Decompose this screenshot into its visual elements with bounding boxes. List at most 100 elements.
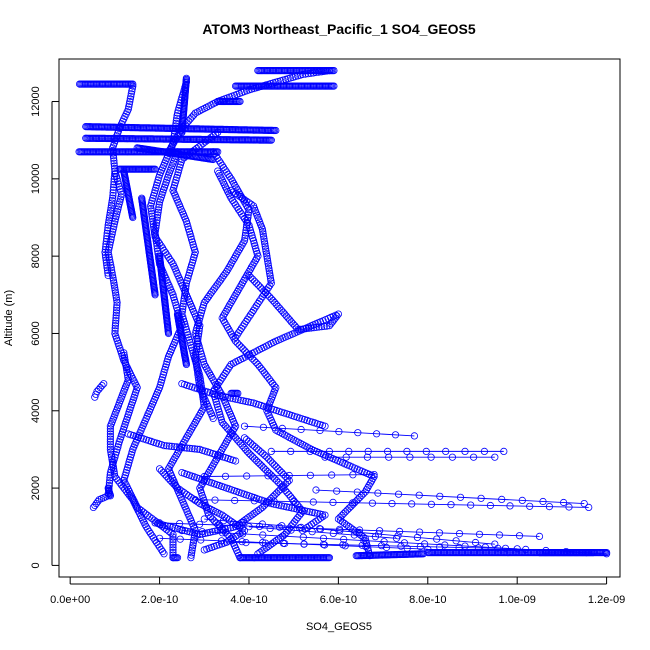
data-point [128,87,136,95]
data-point [281,310,289,318]
data-point [245,449,253,457]
data-point [486,501,494,510]
data-point [108,458,117,466]
data-point [243,315,252,323]
data-point [307,324,315,332]
data-point [126,95,134,103]
data-point [262,247,270,255]
data-point [192,355,200,363]
data-point [237,343,245,351]
data-point [188,235,196,243]
data-point [300,507,309,515]
data-point [189,256,197,264]
data-point [198,528,206,536]
data-point [240,443,248,452]
data-point [112,316,120,325]
data-point [179,302,187,310]
data-point [513,545,521,553]
data-point [245,208,253,216]
data-point [469,453,478,461]
x-tick-label: 6.0e-10 [320,594,357,606]
data-point [218,161,226,169]
data-point [169,533,177,541]
data-point [106,471,114,479]
data-point [221,422,230,430]
data-point [277,306,285,314]
data-point [153,216,161,224]
data-point [190,536,198,545]
data-point [539,497,547,506]
data-point [249,453,257,461]
data-point [433,535,441,543]
data-point [170,480,178,488]
data-point [212,398,220,406]
data-point [191,529,199,537]
data-point [359,490,367,498]
data-point [153,244,161,252]
data-point [263,291,272,299]
data-point [226,301,234,309]
data-point [261,242,269,250]
data-point [194,368,202,376]
data-point [151,186,159,194]
data-point [285,471,293,480]
data-point [151,291,159,299]
data-point [194,334,202,343]
data-point [211,457,219,466]
data-point [500,447,508,455]
data-point [341,508,350,516]
data-point [221,393,229,401]
data-point [200,403,208,411]
data-point [223,424,231,432]
data-point [169,546,177,554]
data-point [249,261,257,269]
data-point [256,283,264,291]
data-point [156,543,164,551]
data-point [113,301,121,309]
data-point [427,453,435,461]
data-point [196,322,204,330]
data-point [477,494,485,502]
data-point [442,447,450,455]
data-point [355,526,364,534]
connecting-line [195,499,589,508]
data-point [279,532,287,540]
data-point [113,296,121,304]
data-point [288,504,296,512]
data-point [168,442,176,450]
data-point [252,247,260,255]
data-point [232,434,240,442]
data-point [249,441,257,449]
data-point [220,420,228,428]
data-point [257,364,265,373]
data-point [191,496,199,504]
data-point [309,498,317,506]
data-point [226,362,234,371]
data-point [301,525,309,533]
data-point [258,503,266,511]
data-point [160,550,168,558]
data-point [271,491,279,499]
data-point [186,115,194,123]
data-point [208,515,217,523]
data-point [111,164,119,173]
data-point [278,468,286,477]
data-point [259,538,267,547]
data-point [491,453,499,461]
data-point [101,251,110,259]
data-point [220,372,228,380]
data-point [168,478,176,486]
data-point [107,450,115,458]
connecting-line [204,474,375,477]
data-point [310,324,318,332]
data-point [166,476,174,484]
data-point [127,92,135,101]
data-point [228,296,236,304]
data-point [455,529,464,538]
data-point [242,538,250,547]
data-point [264,373,272,381]
data-point [195,376,203,384]
data-point [259,227,267,236]
data-point [267,471,275,479]
data-point [210,517,218,525]
